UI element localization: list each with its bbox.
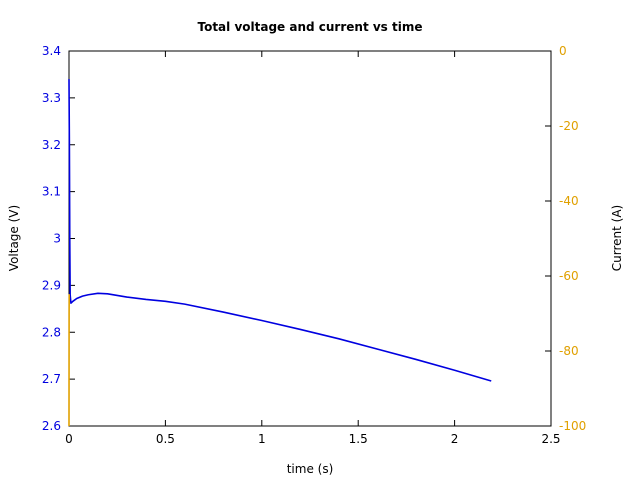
y-left-tick-label: 3.3	[42, 91, 61, 105]
x-tick-label: 0.5	[156, 432, 175, 446]
x-tick-label: 1	[258, 432, 266, 446]
y-right-tick-label: -20	[559, 119, 579, 133]
y-axis-right-title: Current (A)	[610, 205, 624, 271]
plot-frame	[68, 50, 552, 427]
x-tick-label: 2.5	[541, 432, 560, 446]
x-tick-label: 0	[65, 432, 73, 446]
voltage-line	[68, 79, 492, 382]
series-group	[68, 79, 492, 427]
y-left-tick-label: 2.8	[42, 325, 61, 339]
y-right-tick-label: -80	[559, 344, 579, 358]
y-left-tick-label: 3.4	[42, 44, 61, 58]
x-axis-title: time (s)	[287, 462, 334, 476]
y-left-tick-label: 3.1	[42, 185, 61, 199]
x-tick-label: 2	[451, 432, 459, 446]
y-axis-right: -100 -80 -60 -40 -20 0	[545, 44, 586, 433]
y-left-tick-label: 2.7	[42, 372, 61, 386]
x-axis: 0 0.5 1 1.5 2 2.5	[65, 51, 561, 446]
chart-title: Total voltage and current vs time	[197, 20, 422, 34]
y-left-tick-label: 3	[53, 232, 61, 246]
y-right-tick-label: -40	[559, 194, 579, 208]
x-tick-label: 1.5	[349, 432, 368, 446]
y-left-tick-label: 3.2	[42, 138, 61, 152]
y-axis-left-title: Voltage (V)	[7, 205, 21, 271]
y-left-tick-label: 2.6	[42, 419, 61, 433]
y-right-tick-label: -60	[559, 269, 579, 283]
y-right-tick-label: -100	[559, 419, 586, 433]
y-right-tick-label: 0	[559, 44, 567, 58]
y-left-tick-label: 2.9	[42, 278, 61, 292]
